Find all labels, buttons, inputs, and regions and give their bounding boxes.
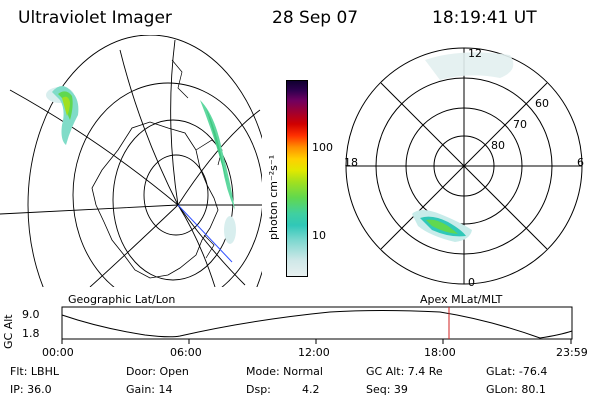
- colorbar-tick-100: 100: [312, 141, 333, 154]
- apex-caption: Apex MLat/MLT: [420, 293, 503, 306]
- colorbar-tick-10: 10: [312, 229, 326, 242]
- time-tick-1: 06:00: [170, 346, 202, 359]
- glat-info: GLat: -76.4: [486, 365, 548, 378]
- time-tick-2: 12:00: [298, 346, 330, 359]
- mode-info: Mode: Normal: [246, 365, 323, 378]
- altitude-ylabel: GC Alt: [2, 314, 15, 349]
- seq-info: Seq: 39: [366, 383, 408, 396]
- altitude-ytick-top: 9.0: [22, 308, 40, 321]
- time-tick-4: 23:59: [556, 346, 588, 359]
- geographic-caption: Geographic Lat/Lon: [68, 293, 176, 306]
- lat-label-80: 80: [491, 139, 505, 152]
- colorbar: [286, 80, 308, 277]
- dsp-label: Dsp:: [246, 383, 271, 396]
- aurora-emission-polar: [412, 52, 514, 242]
- instrument-title: Ultraviolet Imager: [18, 8, 172, 28]
- dsp-value: 4.2: [302, 383, 320, 396]
- mlt-label-6: 6: [577, 156, 584, 169]
- door-info: Door: Open: [126, 365, 189, 378]
- time-tick-3: 18:00: [424, 346, 456, 359]
- filter-info: Flt: LBHL: [10, 365, 59, 378]
- time-tick-0: 00:00: [42, 346, 74, 359]
- altitude-ytick-bottom: 1.8: [22, 327, 40, 340]
- gain-info: Gain: 14: [126, 383, 173, 396]
- aurora-emission-left: [46, 86, 236, 244]
- time-label: 18:19:41 UT: [432, 8, 537, 28]
- ip-info: IP: 36.0: [10, 383, 52, 396]
- glon-info: GLon: 80.1: [486, 383, 546, 396]
- date-label: 28 Sep 07: [272, 8, 359, 28]
- lat-label-60: 60: [535, 97, 549, 110]
- mlt-label-0: 0: [468, 276, 475, 289]
- mlt-label-12: 12: [468, 47, 482, 60]
- mlt-label-18: 18: [344, 156, 358, 169]
- gc-alt-info: GC Alt: 7.4 Re: [366, 365, 443, 378]
- lat-label-70: 70: [513, 118, 527, 131]
